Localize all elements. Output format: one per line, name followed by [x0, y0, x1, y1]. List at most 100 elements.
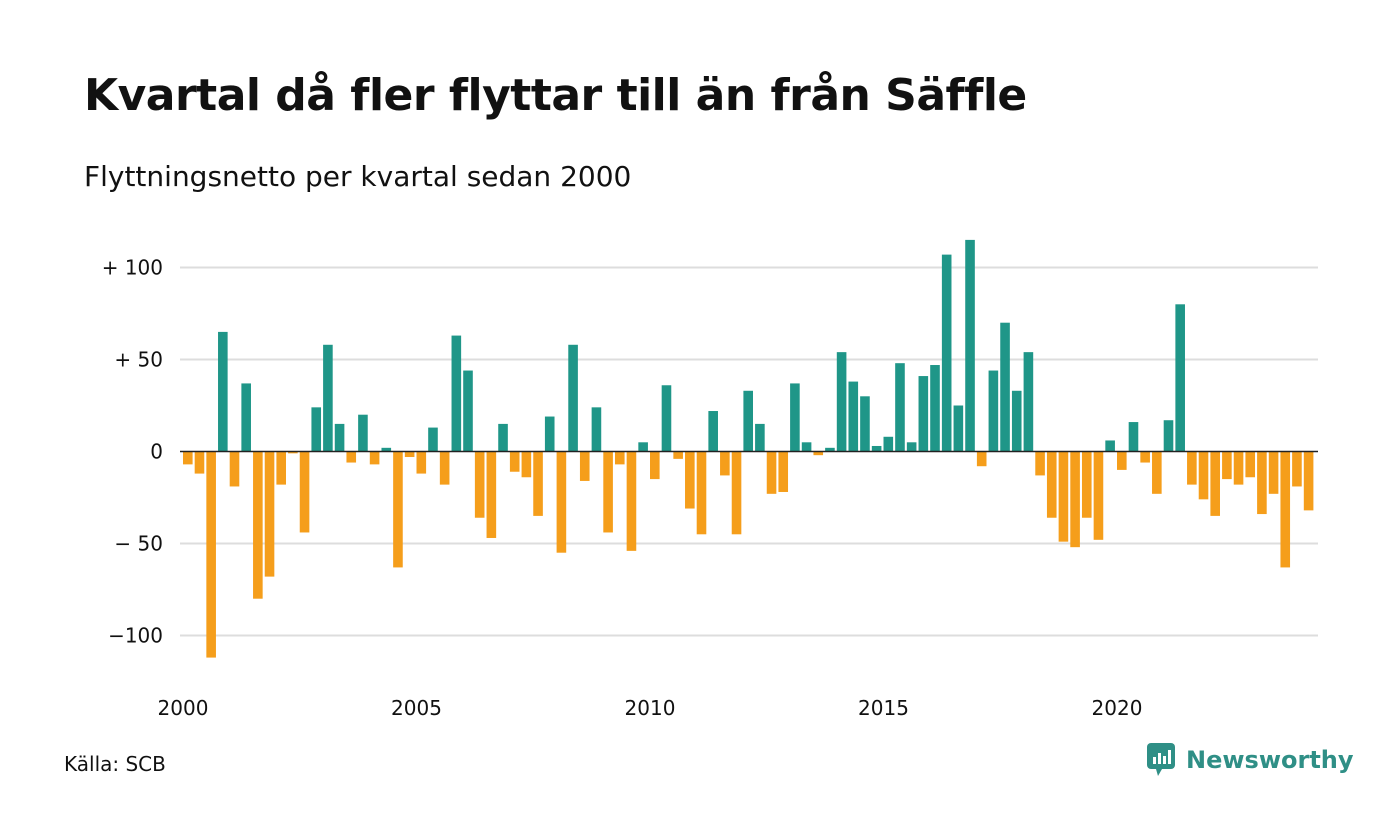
- newsworthy-logo[interactable]: Newsworthy: [1146, 742, 1354, 778]
- bar: [988, 370, 999, 452]
- bar: [1046, 451, 1057, 518]
- bar: [708, 411, 718, 452]
- bar: [1198, 451, 1209, 500]
- bar: [1000, 322, 1010, 452]
- bar: [346, 451, 357, 463]
- bar: [801, 442, 812, 452]
- bar: [1140, 451, 1150, 463]
- bar: [556, 451, 567, 553]
- bar: [1163, 420, 1174, 452]
- chart-subtitle: Flyttningsnetto per kvartal sedan 2000: [84, 160, 632, 193]
- y-tick-label: − 50: [114, 532, 163, 556]
- bar: [755, 423, 765, 452]
- chart-title: Kvartal då fler flyttar till än från Säf…: [84, 70, 1027, 121]
- bar: [463, 370, 473, 452]
- bar: [1093, 451, 1104, 540]
- bar: [953, 405, 964, 452]
- bar: [264, 451, 275, 577]
- bar: [766, 451, 777, 494]
- bar: [1152, 451, 1162, 494]
- x-tick-label: 2005: [391, 696, 442, 720]
- bar: [276, 451, 286, 485]
- bar: [591, 407, 602, 452]
- y-tick-label: −100: [108, 624, 163, 648]
- bar: [930, 365, 940, 452]
- x-tick-label: 2000: [158, 696, 209, 720]
- bar: [568, 344, 578, 452]
- bar: [1023, 352, 1034, 452]
- x-tick-label: 2015: [858, 696, 909, 720]
- bar: [650, 451, 660, 480]
- bar: [311, 407, 322, 452]
- bar: [778, 451, 789, 492]
- bar: [1268, 451, 1279, 494]
- bar: [614, 451, 625, 465]
- bar: [323, 344, 333, 452]
- bar: [439, 451, 450, 485]
- bar: [965, 239, 975, 452]
- bar: [381, 447, 392, 452]
- bar: [579, 451, 590, 481]
- bar: [218, 331, 228, 452]
- bar: [813, 451, 824, 456]
- bar: [1117, 451, 1127, 470]
- bar: [1245, 451, 1256, 478]
- x-tick-label: 2020: [1092, 696, 1143, 720]
- bar: [206, 451, 216, 658]
- bar: [451, 335, 462, 452]
- bar: [743, 390, 753, 452]
- bar: [685, 451, 695, 509]
- bar: [941, 254, 952, 452]
- bar: [404, 451, 415, 458]
- bar: [603, 451, 613, 533]
- bar: [1105, 440, 1115, 452]
- bar: [790, 383, 800, 452]
- bar: [883, 436, 894, 452]
- y-tick-label: + 50: [114, 348, 163, 372]
- bar: [825, 447, 835, 452]
- bar: [848, 381, 859, 452]
- y-tick-label: 0: [150, 440, 163, 464]
- bar: [1058, 451, 1069, 542]
- bar: [416, 451, 427, 474]
- bar: [229, 451, 240, 487]
- bar: [1303, 451, 1314, 511]
- bar: [895, 363, 905, 452]
- bar: [673, 451, 683, 459]
- source-note: Källa: SCB: [64, 752, 166, 776]
- bar: [731, 451, 742, 535]
- bar: [1081, 451, 1092, 518]
- bar: [1233, 451, 1244, 485]
- bar: [1035, 451, 1045, 476]
- bars: [183, 239, 1314, 658]
- bar: [1187, 451, 1197, 485]
- bar: [1280, 451, 1291, 568]
- newsworthy-logo-icon: [1147, 743, 1175, 776]
- bar: [509, 451, 520, 472]
- bar: [626, 451, 637, 551]
- bar: [1257, 451, 1267, 515]
- bar: [1070, 451, 1080, 548]
- bar: [288, 451, 298, 454]
- bar: [720, 451, 730, 476]
- bar: [1210, 451, 1220, 516]
- bar: [358, 414, 368, 452]
- bar: [241, 383, 251, 452]
- bar: [638, 442, 648, 452]
- logo-text: Newsworthy: [1186, 746, 1354, 774]
- bar: [976, 451, 987, 467]
- bar: [299, 451, 310, 533]
- bar: [183, 451, 193, 465]
- bar: [860, 396, 870, 452]
- bar: [696, 451, 707, 535]
- bar: [661, 385, 672, 452]
- y-tick-label: + 100: [102, 256, 163, 280]
- bar: [369, 451, 380, 465]
- bar: [544, 416, 555, 452]
- bar: [836, 352, 847, 452]
- bar: [918, 376, 929, 452]
- x-axis-ticks: 2000 2005 2010 2015 2020: [158, 696, 1143, 720]
- bar: [428, 427, 438, 452]
- x-tick-label: 2010: [625, 696, 676, 720]
